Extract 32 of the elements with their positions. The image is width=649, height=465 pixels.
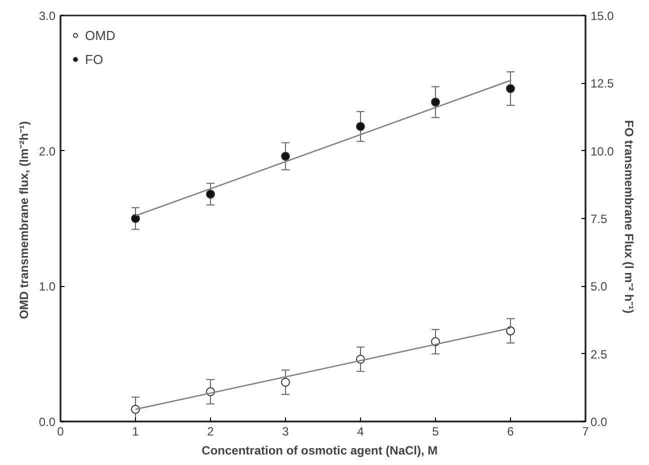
y2-tick-label: 2.5 xyxy=(590,347,608,362)
point xyxy=(506,326,515,336)
y-tick-label: 2.0 xyxy=(38,144,56,158)
legend-label: FO xyxy=(85,52,104,66)
y-axis-title: OMD transmembrane flux, (lm⁻²h⁻¹) xyxy=(16,121,31,320)
y2-tick-label: 10.0 xyxy=(590,144,614,158)
y2-tick-label: 0.0 xyxy=(590,415,608,429)
x-tick-label: 0 xyxy=(57,424,64,438)
y2-tick-label: 7.5 xyxy=(590,212,608,226)
y2-axis-title: FO transmembrane Flux (l m⁻² h⁻¹) xyxy=(622,120,636,314)
y-tick-label: 0.0 xyxy=(38,415,56,429)
y-tick-label: 1.0 xyxy=(38,280,56,294)
x-axis-title: Concentration of osmotic agent (NaCl), M xyxy=(202,444,438,458)
point xyxy=(431,98,440,107)
point xyxy=(281,378,290,387)
point xyxy=(206,190,215,199)
legend-label: OMD xyxy=(85,28,116,42)
y-tick-label: 3.0 xyxy=(38,9,56,23)
point xyxy=(131,214,140,223)
point xyxy=(506,84,515,94)
y2-tick-label: 15.0 xyxy=(590,9,614,23)
point xyxy=(356,122,365,131)
x-tick-label: 3 xyxy=(282,424,290,438)
x-tick-label: 2 xyxy=(207,424,214,438)
x-tick-label: 6 xyxy=(507,424,514,438)
x-tick-label: 1 xyxy=(132,424,140,438)
y2-tick-label: 5.0 xyxy=(590,280,608,294)
point xyxy=(281,152,290,161)
x-tick-label: 7 xyxy=(582,424,590,438)
y2-tick-label: 12.5 xyxy=(590,76,614,91)
x-tick-label: 5 xyxy=(432,424,440,438)
x-tick-label: 4 xyxy=(357,424,364,438)
